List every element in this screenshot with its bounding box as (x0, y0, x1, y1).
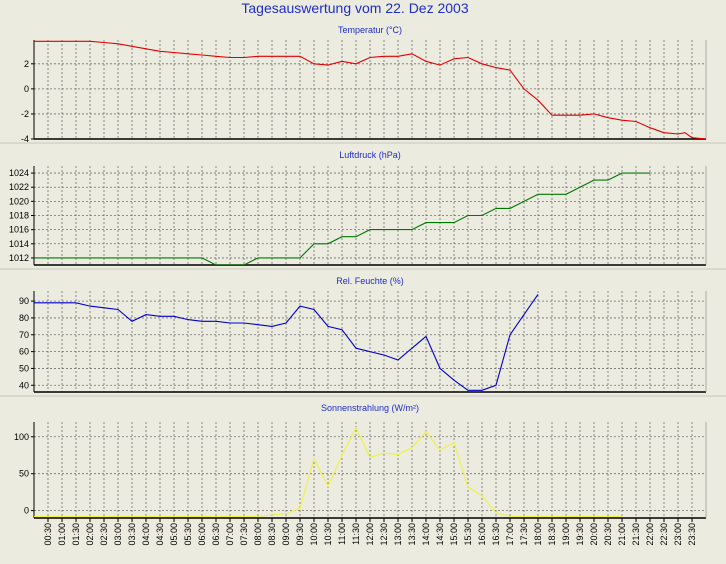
chart-panels: Temperatur (°C) -4 -2 0 2 Luftdruck (hPa) 1012… (0, 25, 726, 519)
time-tick-label: 13:30 (407, 523, 417, 546)
time-tick-label: 17:30 (519, 523, 529, 546)
time-tick-label: 22:30 (659, 523, 669, 546)
radiation-ytick-label: 50 (19, 469, 29, 479)
time-tick-label: 23:30 (687, 523, 697, 546)
time-tick-label: 09:00 (281, 523, 291, 546)
time-tick-label: 14:00 (421, 523, 431, 546)
time-tick-label: 01:00 (57, 523, 67, 546)
humidity-ytick-label: 60 (19, 347, 29, 357)
humidity-ytick-label: 50 (19, 363, 29, 373)
pressure-ytick-label: 1012 (9, 253, 29, 263)
time-tick-label: 01:30 (71, 523, 81, 546)
time-tick-label: 11:00 (337, 523, 347, 545)
pressure-ytick-label: 1022 (9, 182, 29, 192)
temperature-title: Temperatur (°C) (338, 25, 402, 35)
time-tick-label: 20:30 (603, 523, 613, 546)
time-tick-label: 19:30 (575, 523, 585, 546)
time-tick-label: 21:30 (631, 523, 641, 546)
radiation-series-line (34, 426, 622, 518)
pressure-title: Luftdruck (hPa) (339, 150, 401, 160)
time-tick-label: 08:00 (253, 523, 263, 546)
time-tick-label: 09:30 (295, 523, 305, 546)
time-tick-label: 07:30 (239, 523, 249, 546)
radiation-panel: Sonnenstrahlung (W/m²) 0 50 100 (0, 395, 726, 519)
humidity-panel: Rel. Feuchte (%) 40 50 60 70 80 90 (0, 268, 726, 393)
humidity-series-line (34, 294, 539, 391)
time-tick-label: 15:30 (463, 523, 473, 546)
pressure-ytick-label: 1024 (9, 168, 29, 178)
time-tick-label: 05:00 (169, 523, 179, 546)
radiation-ytick-label: 100 (14, 432, 29, 442)
time-tick-label: 07:00 (225, 523, 235, 546)
temperature-ytick-label: -4 (21, 134, 29, 144)
temperature-ytick-label: 2 (24, 59, 29, 69)
time-tick-label: 16:00 (477, 523, 487, 546)
time-tick-label: 13:00 (393, 523, 403, 546)
temperature-ytick-label: -2 (21, 109, 29, 119)
time-axis: 00:30 01:00 01:30 02:00 02:30 03:00 03:30 04:00… (43, 518, 697, 546)
time-tick-label: 19:00 (561, 523, 571, 546)
time-tick-label: 08:30 (267, 523, 277, 546)
time-tick-label: 10:00 (309, 523, 319, 546)
time-tick-label: 21:00 (617, 523, 627, 546)
time-tick-label: 02:00 (85, 523, 95, 546)
time-tick-label: 14:30 (435, 523, 445, 546)
time-tick-label: 15:00 (449, 523, 459, 546)
time-tick-label: 00:30 (43, 523, 53, 546)
radiation-title: Sonnenstrahlung (W/m²) (321, 403, 419, 413)
time-tick-label: 04:30 (155, 523, 165, 546)
time-tick-label: 06:00 (197, 523, 207, 546)
temperature-series-line (34, 40, 706, 139)
time-tick-label: 03:30 (127, 523, 137, 546)
time-tick-label: 16:30 (491, 523, 501, 546)
time-tick-label: 18:00 (533, 523, 543, 546)
time-tick-label: 18:30 (547, 523, 557, 546)
time-tick-label: 20:00 (589, 523, 599, 546)
time-tick-label: 02:30 (99, 523, 109, 546)
time-tick-label: 06:30 (211, 523, 221, 546)
pressure-ytick-label: 1018 (9, 211, 29, 221)
humidity-title: Rel. Feuchte (%) (336, 276, 404, 286)
pressure-panel: Luftdruck (hPa) 1012 1014 1016 1018 1020 1022 1… (0, 142, 726, 266)
humidity-ytick-label: 90 (19, 296, 29, 306)
humidity-ytick-label: 80 (19, 313, 29, 323)
time-tick-label: 17:00 (505, 523, 515, 546)
time-tick-label: 05:30 (183, 523, 193, 546)
pressure-ytick-label: 1016 (9, 225, 29, 235)
time-tick-label: 04:00 (141, 523, 151, 546)
humidity-ytick-label: 40 (19, 380, 29, 390)
page-title: Tagesauswertung vom 22. Dez 2003 (241, 0, 468, 16)
temperature-ytick-label: 0 (24, 84, 29, 94)
pressure-ytick-label: 1014 (9, 239, 29, 249)
time-tick-label: 12:00 (365, 523, 375, 546)
time-tick-label: 12:30 (379, 523, 389, 546)
pressure-ytick-label: 1020 (9, 196, 29, 206)
time-tick-label: 11:30 (351, 523, 361, 545)
time-tick-label: 10:30 (323, 523, 333, 546)
temperature-panel: Temperatur (°C) -4 -2 0 2 (21, 25, 707, 144)
time-tick-label: 03:00 (113, 523, 123, 546)
humidity-ytick-label: 70 (19, 330, 29, 340)
time-tick-label: 23:00 (673, 523, 683, 546)
radiation-ytick-label: 0 (24, 506, 29, 516)
time-tick-label: 22:00 (645, 523, 655, 546)
pressure-series-line (34, 172, 650, 265)
